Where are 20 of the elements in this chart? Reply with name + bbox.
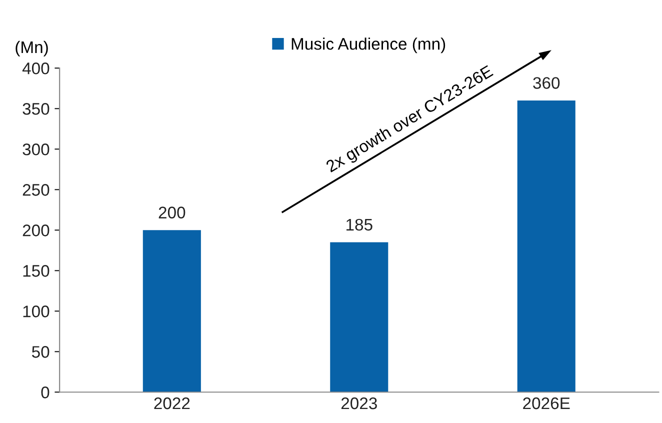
- y-tick-label: 50: [32, 346, 50, 358]
- y-tick-label: 0: [41, 386, 50, 398]
- y-axis-title: (Mn): [16, 40, 48, 56]
- data-label: 360: [533, 77, 560, 89]
- y-tick-label: 400: [22, 62, 50, 74]
- bar: [142, 230, 201, 392]
- data-label: 200: [158, 206, 186, 218]
- x-tick-label: 2022: [154, 397, 190, 410]
- legend-label: Music Audience (mn): [292, 38, 446, 54]
- y-tick-label: 250: [22, 184, 50, 196]
- x-tick-label: 2026E: [523, 397, 570, 410]
- bar: [517, 100, 576, 392]
- y-tick-label: 150: [23, 265, 50, 277]
- data-label: 185: [346, 218, 372, 231]
- bar: [330, 242, 388, 392]
- x-tick-label: 2023: [341, 397, 377, 410]
- y-tick-label: 100: [23, 306, 50, 318]
- y-tick-label: 350: [22, 103, 50, 115]
- y-tick-label: 200: [22, 224, 50, 236]
- y-tick-label: 300: [22, 144, 50, 156]
